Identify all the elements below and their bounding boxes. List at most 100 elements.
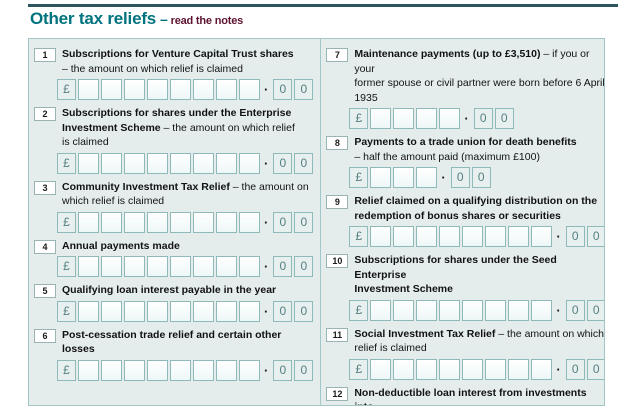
- amount-digit-cell[interactable]: [101, 300, 122, 322]
- digit-cells: [368, 226, 553, 247]
- item-content: Non-deductible loan interest from invest…: [354, 386, 604, 406]
- amount-digit-cell[interactable]: [193, 359, 214, 381]
- amount-digit-cell[interactable]: [508, 358, 530, 380]
- item-label-bold: Post-cessation trade relief and certain …: [62, 328, 282, 356]
- amount-digit-cell[interactable]: [462, 299, 484, 321]
- item-label: Maintenance payments (up to £3,510) – if…: [354, 47, 604, 105]
- amount-digit-cell[interactable]: [170, 211, 191, 233]
- amount-digit-cell[interactable]: [370, 226, 392, 247]
- amount-digit-cell[interactable]: [239, 300, 260, 322]
- amount-digit-cell[interactable]: [416, 358, 438, 380]
- amount-digit-cell[interactable]: [393, 167, 415, 188]
- amount-digit-cell[interactable]: [508, 226, 530, 247]
- item-label-rest: – the amount on which relief is claimed: [62, 180, 309, 208]
- amount-digit-cell[interactable]: [370, 358, 392, 380]
- amount-digit-cell[interactable]: [170, 79, 191, 100]
- amount-digit-cell[interactable]: [193, 256, 214, 277]
- amount-digit-cell[interactable]: [147, 359, 168, 381]
- amount-digit-cell[interactable]: [216, 211, 237, 233]
- amount-digit-cell[interactable]: [147, 152, 168, 174]
- amount-digit-cell[interactable]: [531, 358, 553, 380]
- amount-digit-cell[interactable]: [239, 359, 260, 381]
- amount-digit-cell[interactable]: [193, 152, 214, 174]
- amount-digit-cell[interactable]: [393, 358, 415, 380]
- amount-digit-cell[interactable]: [124, 79, 145, 100]
- amount-digit-cell[interactable]: [416, 108, 438, 129]
- amount-digit-cell[interactable]: [124, 359, 145, 381]
- item-label: Annual payments made: [62, 239, 313, 254]
- amount-digit-cell[interactable]: [239, 256, 260, 277]
- amount-digit-cell[interactable]: [170, 359, 191, 381]
- amount-digit-cell[interactable]: [531, 299, 553, 321]
- amount-digit-cell[interactable]: [147, 256, 168, 277]
- amount-digit-cell[interactable]: [508, 299, 530, 321]
- amount-digit-cell[interactable]: [239, 211, 260, 233]
- amount-digit-cell[interactable]: [147, 300, 168, 322]
- pence-zero-box: 0: [273, 359, 293, 381]
- amount-digit-cell[interactable]: [393, 226, 415, 247]
- amount-digit-cell[interactable]: [416, 226, 438, 247]
- amount-digit-cell[interactable]: [78, 256, 99, 277]
- item-label: Non-deductible loan interest from invest…: [354, 386, 604, 406]
- amount-digit-cell[interactable]: [370, 299, 392, 321]
- box-number: 5: [34, 284, 56, 298]
- amount-digit-cell[interactable]: [170, 152, 191, 174]
- pence-zero-box: 0: [565, 299, 585, 321]
- item-label-rest: – half the amount paid (maximum £100): [354, 150, 540, 163]
- pence-zero-box: 0: [565, 226, 585, 247]
- amount-digit-cell[interactable]: [101, 152, 122, 174]
- amount-digit-cell[interactable]: [531, 226, 553, 247]
- amount-digit-cell[interactable]: [216, 359, 237, 381]
- amount-digit-cell[interactable]: [170, 300, 191, 322]
- amount-digit-cell[interactable]: [193, 300, 214, 322]
- amount-digit-cell[interactable]: [170, 256, 191, 277]
- amount-digit-cell[interactable]: [147, 211, 168, 233]
- amount-digit-cell[interactable]: [78, 300, 99, 322]
- amount-digit-cell[interactable]: [147, 79, 168, 100]
- amount-digit-cell[interactable]: [78, 152, 99, 174]
- amount-digit-cell[interactable]: [101, 359, 122, 381]
- decimal-point: ·: [441, 170, 446, 185]
- amount-digit-cell[interactable]: [124, 152, 145, 174]
- amount-digit-cell[interactable]: [101, 79, 122, 100]
- amount-digit-cell[interactable]: [216, 256, 237, 277]
- amount-digit-cell[interactable]: [439, 226, 461, 247]
- amount-digit-cell[interactable]: [370, 167, 392, 188]
- amount-digit-cell[interactable]: [239, 79, 260, 100]
- amount-digit-cell[interactable]: [78, 359, 99, 381]
- amount-digit-cell[interactable]: [416, 167, 438, 188]
- amount-digit-cell[interactable]: [216, 300, 237, 322]
- amount-digit-cell[interactable]: [124, 211, 145, 233]
- amount-digit-cell[interactable]: [416, 299, 438, 321]
- amount-digit-cell[interactable]: [193, 211, 214, 233]
- amount-digit-cell[interactable]: [216, 79, 237, 100]
- amount-digit-cell[interactable]: [393, 108, 415, 129]
- amount-digit-cell[interactable]: [439, 299, 461, 321]
- amount-digit-cell[interactable]: [370, 108, 392, 129]
- amount-digit-cell[interactable]: [439, 108, 461, 129]
- amount-digit-cell[interactable]: [101, 256, 122, 277]
- amount-digit-cell[interactable]: [78, 211, 99, 233]
- amount-digit-cell[interactable]: [78, 79, 99, 100]
- amount-digit-cell[interactable]: [485, 358, 507, 380]
- amount-digit-cell[interactable]: [124, 256, 145, 277]
- amount-digit-cell[interactable]: [216, 152, 237, 174]
- amount-digit-cell[interactable]: [101, 211, 122, 233]
- digit-cells: [76, 359, 260, 381]
- amount-digit-cell[interactable]: [462, 358, 484, 380]
- item-label-bold: Subscriptions for Venture Capital Trust …: [62, 48, 294, 60]
- amount-digit-cell[interactable]: [193, 79, 214, 100]
- amount-digit-cell[interactable]: [485, 299, 507, 321]
- amount-digit-cell[interactable]: [393, 299, 415, 321]
- amount-digit-cell[interactable]: [485, 226, 507, 247]
- amount-digit-cell[interactable]: [124, 300, 145, 322]
- amount-digit-cell[interactable]: [239, 152, 260, 174]
- item-content: Subscriptions for shares under the Seed …: [349, 253, 604, 323]
- amount-digit-cell[interactable]: [439, 358, 461, 380]
- amount-digit-cell[interactable]: [462, 226, 484, 247]
- pence-zero-box: 0: [586, 358, 604, 380]
